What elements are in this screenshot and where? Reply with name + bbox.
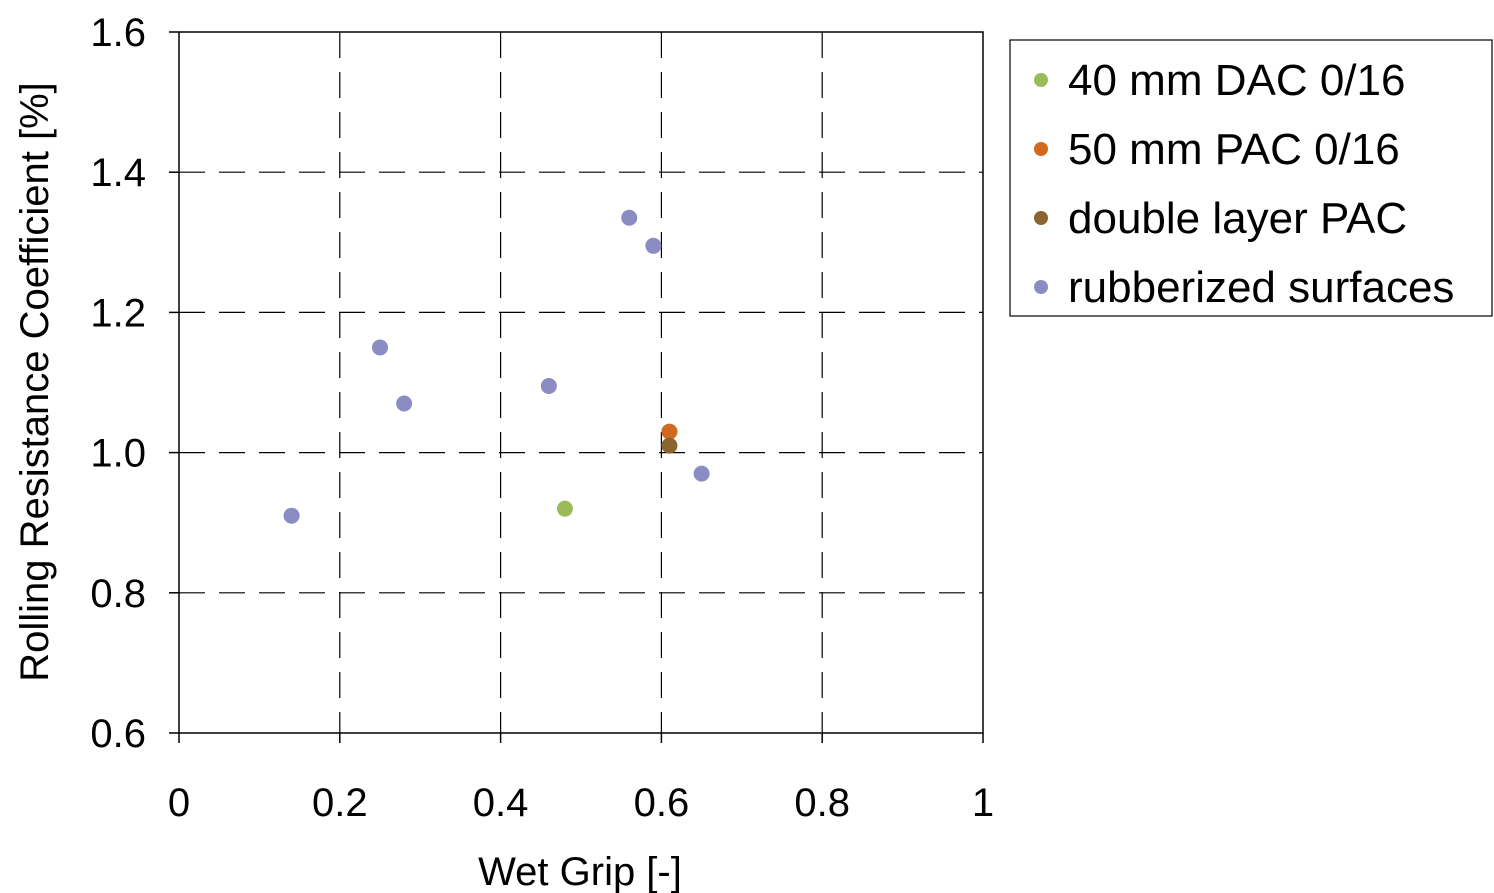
legend: 40 mm DAC 0/16 50 mm PAC 0/16 double layer…: [1009, 39, 1493, 317]
data-point: [621, 209, 638, 226]
legend-label: 50 mm PAC 0/16: [1068, 125, 1400, 174]
data-point: [661, 423, 678, 440]
x-tick-label: 0: [168, 781, 190, 825]
x-tick-label: 1: [972, 781, 994, 825]
y-tick-label: 1.4: [90, 151, 146, 195]
legend-frame: [1009, 39, 1493, 317]
legend-marker: [1034, 142, 1048, 156]
y-tick-label: 0.6: [90, 712, 146, 756]
legend-marker: [1034, 73, 1048, 87]
data-point: [372, 339, 388, 356]
data-point: [283, 507, 300, 524]
legend-marker: [1034, 280, 1048, 294]
data-point: [556, 500, 573, 517]
data-point: [661, 437, 678, 454]
data-point: [396, 395, 413, 412]
y-tick-label: 1.6: [90, 11, 146, 55]
legend-marker: [1034, 211, 1048, 225]
x-tick-label: 0.2: [312, 781, 368, 825]
x-tick-label: 0.8: [794, 781, 850, 825]
y-axis-title: Rolling Resistance Coefficient [%]: [13, 82, 57, 682]
data-point: [693, 465, 710, 482]
data-point: [645, 237, 662, 254]
axis-ticks: 0 0.2 0.4 0.6 0.8 1 0.6 0.8 1.0 1.2 1.4 1.6: [90, 11, 994, 825]
data-point: [540, 378, 557, 395]
legend-label: 40 mm DAC 0/16: [1068, 56, 1405, 105]
legend-label: double layer PAC: [1068, 194, 1407, 243]
x-tick-label: 0.4: [473, 781, 529, 825]
x-tick-label: 0.6: [634, 781, 690, 825]
y-tick-label: 1.2: [90, 291, 146, 335]
y-tick-label: 1.0: [90, 432, 146, 476]
y-tick-label: 0.8: [90, 572, 146, 616]
legend-label: rubberized surfaces: [1068, 263, 1454, 312]
plot-area-frame: [178, 31, 984, 734]
data-points: [283, 209, 710, 524]
grid-lines: [179, 32, 983, 733]
x-axis-title: Wet Grip [-]: [478, 850, 682, 893]
